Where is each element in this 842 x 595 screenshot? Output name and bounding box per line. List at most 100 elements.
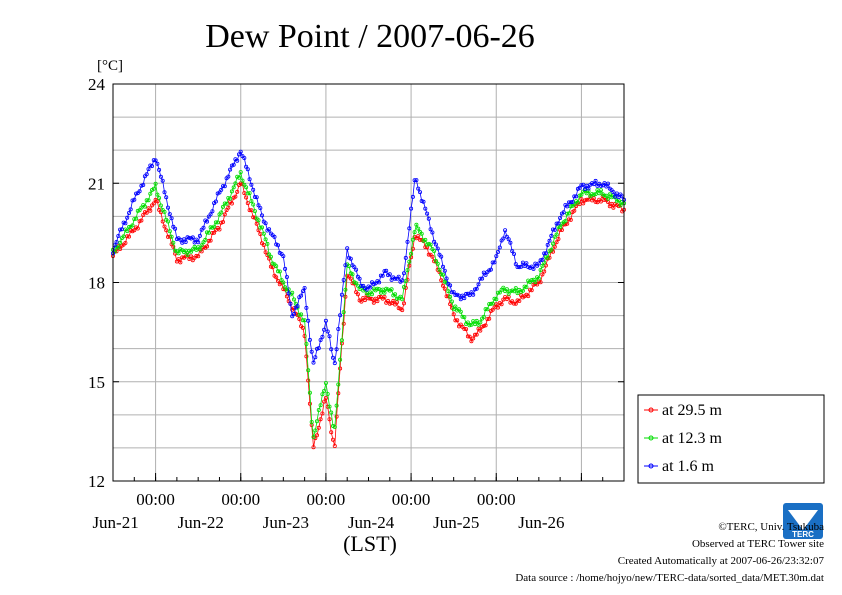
data-point (204, 244, 209, 249)
data-point (430, 254, 435, 259)
data-point (194, 237, 199, 242)
data-point (359, 299, 364, 304)
data-point (142, 210, 147, 215)
data-point (366, 292, 371, 297)
data-point (593, 178, 598, 183)
data-point (306, 378, 311, 383)
data-point (204, 219, 209, 224)
data-point (332, 424, 337, 429)
data-point (116, 245, 121, 250)
data-point (519, 264, 524, 269)
data-point (194, 253, 199, 258)
y-tick-label: 18 (88, 274, 105, 293)
data-point (607, 192, 612, 197)
data-point (494, 302, 499, 307)
data-point (130, 223, 135, 228)
data-point (442, 286, 447, 291)
data-point (483, 307, 488, 312)
data-point (535, 282, 540, 287)
data-point (162, 209, 167, 214)
data-point (393, 276, 398, 281)
legend-swatch-marker (648, 463, 654, 469)
data-point (407, 226, 412, 231)
y-tick-label: 21 (88, 174, 105, 193)
data-point (371, 300, 376, 305)
data-point (462, 315, 467, 320)
data-point (495, 305, 500, 310)
data-point (196, 240, 201, 245)
data-point (304, 354, 309, 359)
data-point (341, 321, 346, 326)
data-point (148, 208, 153, 213)
data-point (215, 220, 220, 225)
data-point (116, 233, 121, 238)
data-point (465, 334, 470, 339)
data-point (417, 237, 422, 242)
data-point (410, 237, 415, 242)
data-point (270, 265, 275, 270)
data-point (423, 237, 428, 242)
data-point (251, 187, 256, 192)
data-point (151, 186, 156, 191)
data-point (526, 294, 531, 299)
data-point (469, 290, 474, 295)
data-point (226, 205, 231, 210)
data-point (387, 301, 392, 306)
data-point (228, 167, 233, 172)
data-point (137, 189, 142, 194)
data-point (512, 251, 517, 256)
data-point (510, 249, 515, 254)
data-point (220, 204, 225, 209)
data-point (125, 229, 130, 234)
data-point (483, 323, 488, 328)
legend-swatch-marker (648, 407, 654, 413)
data-point (414, 222, 419, 227)
data-point (515, 298, 520, 303)
data-point (127, 234, 132, 239)
data-point (409, 251, 414, 256)
data-point (291, 297, 296, 302)
data-point (141, 212, 146, 217)
data-point (458, 297, 463, 302)
data-point (192, 244, 197, 249)
x-date-label: Jun-23 (263, 513, 309, 532)
data-point (492, 296, 497, 301)
data-point (320, 411, 325, 416)
data-point (460, 293, 465, 298)
data-point (451, 290, 456, 295)
series-line (112, 150, 625, 364)
data-point (121, 234, 126, 239)
data-point (423, 206, 428, 211)
data-point (357, 276, 362, 281)
data-point (618, 203, 623, 208)
data-point (332, 443, 337, 448)
legend: at 29.5 m at 12.3 m at 1.6 m (637, 394, 825, 484)
data-point (423, 245, 428, 250)
data-point (212, 224, 217, 229)
data-point (158, 203, 163, 208)
data-point (162, 190, 167, 195)
data-point (501, 297, 506, 302)
data-point (419, 231, 424, 236)
data-point (144, 172, 149, 177)
data-point (346, 264, 351, 269)
data-point (261, 242, 266, 247)
data-point (240, 178, 245, 183)
data-point (536, 276, 541, 281)
data-point (515, 264, 520, 269)
data-point (409, 206, 414, 211)
data-point (254, 221, 259, 226)
data-point (311, 434, 316, 439)
data-point (382, 269, 387, 274)
data-point (416, 234, 421, 239)
data-point (517, 265, 522, 270)
data-point (322, 388, 327, 393)
data-point (263, 237, 268, 242)
data-point (291, 311, 296, 316)
data-point (329, 430, 334, 435)
data-point (414, 178, 419, 183)
data-point (439, 272, 444, 277)
data-point (369, 292, 374, 297)
data-point (462, 326, 467, 331)
data-point (252, 194, 257, 199)
